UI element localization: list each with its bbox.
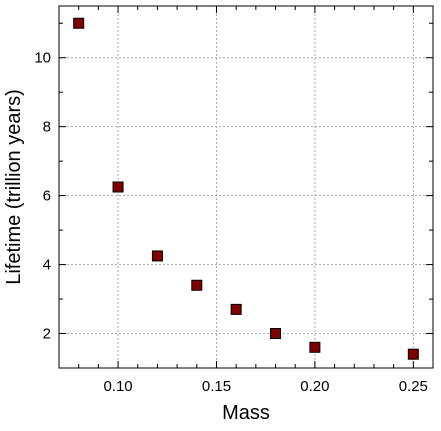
data-point: [270, 328, 282, 340]
x-axis-label: Mass: [222, 402, 270, 424]
data-point: [73, 17, 85, 29]
y-tick-label: 6: [43, 188, 51, 205]
plot-area-frame: [58, 5, 434, 369]
y-tick-label: 2: [43, 326, 51, 343]
data-point: [151, 250, 163, 262]
axis-ticks: [59, 6, 434, 369]
data-point: [112, 181, 124, 193]
y-tick-labels: 2 4 6 8 10: [34, 50, 51, 343]
x-tick-label: 0.10: [103, 378, 132, 395]
data-point: [309, 341, 321, 353]
x-tick-label: 0.20: [300, 378, 329, 395]
data-point: [230, 303, 242, 315]
y-tick-label: 4: [43, 257, 51, 274]
x-tick-label: 0.25: [399, 378, 428, 395]
y-tick-label: 8: [43, 119, 51, 136]
x-tick-label: 0.15: [202, 378, 231, 395]
y-tick-label: 10: [34, 50, 51, 67]
data-point: [191, 279, 203, 291]
data-point: [407, 348, 419, 360]
x-tick-labels: 0.10 0.15 0.20 0.25: [103, 378, 427, 395]
data-points: [73, 17, 419, 360]
y-axis-label: Lifetime (trillion years): [3, 89, 25, 285]
